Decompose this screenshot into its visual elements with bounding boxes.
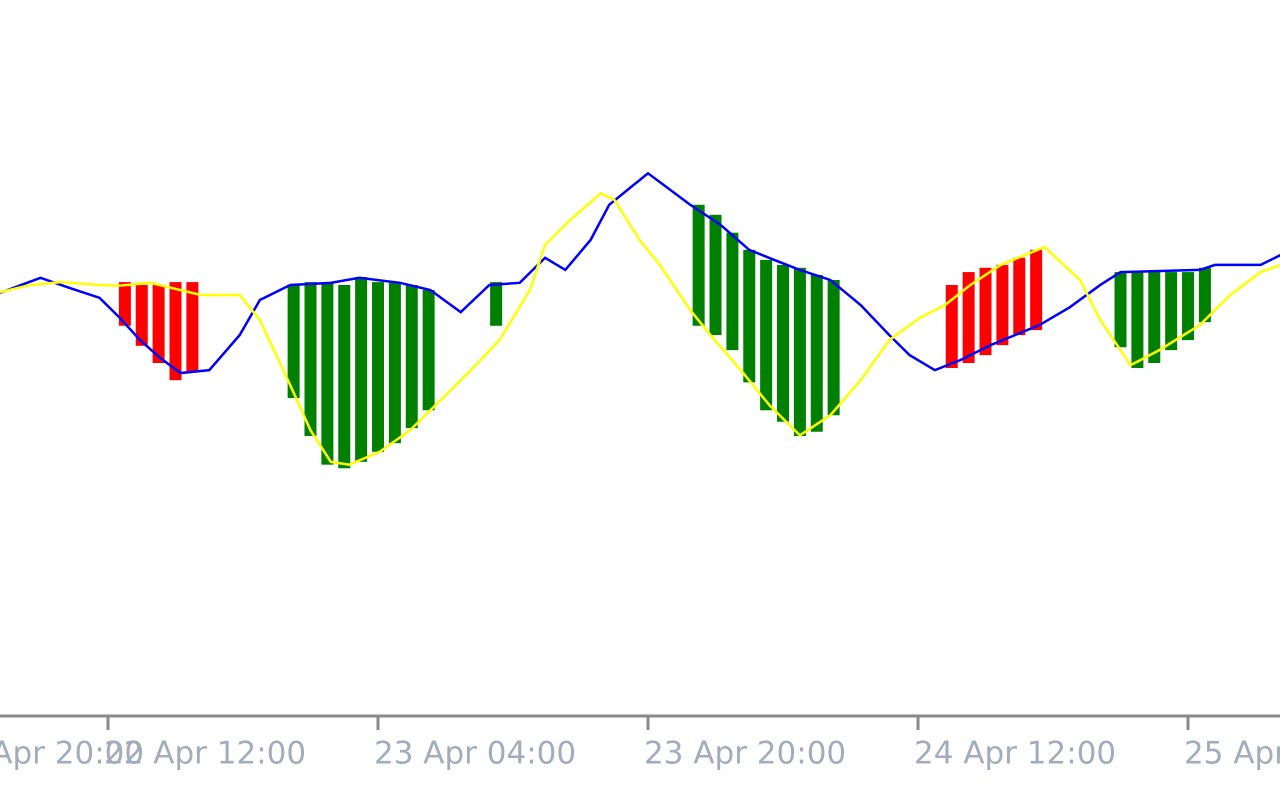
histogram-bar bbox=[152, 284, 165, 364]
x-tick-label: 23 Apr 04:00 bbox=[374, 736, 576, 772]
histogram-bar bbox=[962, 272, 975, 364]
histogram-bar bbox=[743, 249, 756, 383]
histogram-bar bbox=[169, 282, 182, 381]
histogram-bar bbox=[186, 282, 199, 373]
histogram-bar bbox=[135, 284, 148, 346]
histogram-bar bbox=[388, 282, 401, 444]
line-series bbox=[0, 191, 1280, 466]
histogram-bar bbox=[1165, 272, 1178, 351]
histogram-bar bbox=[692, 204, 705, 326]
histogram-bar bbox=[1131, 272, 1144, 369]
histogram-bar bbox=[355, 277, 368, 462]
histogram-bar bbox=[777, 264, 790, 422]
histogram-bar bbox=[979, 267, 992, 356]
histogram-bar bbox=[827, 279, 840, 416]
histogram-bar bbox=[945, 284, 958, 369]
histogram-bar bbox=[1013, 257, 1026, 336]
histogram-bar bbox=[304, 282, 317, 437]
histogram-bar bbox=[490, 282, 503, 326]
histogram-bar bbox=[1030, 249, 1043, 331]
histogram-bar bbox=[1148, 272, 1161, 364]
histogram-bar bbox=[1182, 272, 1195, 341]
histogram-bar bbox=[1114, 272, 1127, 348]
line-series bbox=[0, 171, 1280, 375]
histogram-bar bbox=[1198, 267, 1211, 323]
histogram-bar bbox=[422, 289, 435, 411]
x-tick-label: 25 Apr 04:00 bbox=[1184, 736, 1280, 772]
histogram-bar bbox=[793, 267, 806, 437]
histogram-bar bbox=[996, 264, 1009, 346]
histogram-bar bbox=[405, 284, 418, 429]
histogram-bar bbox=[287, 284, 300, 399]
x-tick-label: 24 Apr 12:00 bbox=[914, 736, 1116, 772]
x-tick-label: 22 Apr 12:00 bbox=[104, 736, 306, 772]
x-tick-label: 23 Apr 20:00 bbox=[644, 736, 846, 772]
histogram-bar bbox=[709, 214, 722, 336]
histogram-bar bbox=[726, 232, 739, 351]
histogram-bar bbox=[118, 282, 131, 326]
histogram-bar bbox=[372, 282, 385, 452]
histogram-bar bbox=[338, 284, 351, 469]
histogram-bar bbox=[760, 259, 773, 411]
histogram-bar bbox=[321, 282, 334, 465]
histogram-bar bbox=[810, 274, 823, 432]
x-tick-label: 21 Apr 20:00 bbox=[0, 736, 144, 772]
